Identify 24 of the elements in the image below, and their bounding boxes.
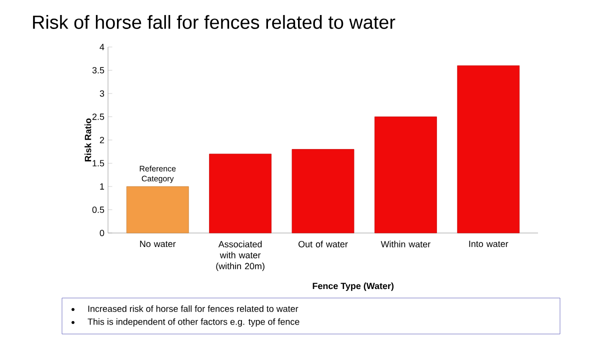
x-tick-label: Within water: [380, 240, 430, 248]
bar: [292, 149, 354, 234]
y-tick-label: 4: [100, 44, 104, 50]
bar: [374, 116, 437, 234]
x-tick-label: Into water: [469, 240, 508, 248]
x-tick-label: Out of water: [298, 240, 348, 248]
y-tick-label: 3.5: [92, 67, 104, 74]
x-tick-label: Associated with water (within 20m): [216, 240, 264, 272]
y-tick-label: 3: [100, 90, 104, 97]
bar: [126, 186, 189, 234]
y-tick-label: 0: [100, 230, 104, 236]
x-axis-title: Fence Type (Water): [312, 282, 394, 291]
y-tick-label: 1.5: [92, 160, 104, 166]
chart-title: Risk of horse fall for fences related to water: [33, 15, 396, 29]
bar: [457, 65, 520, 234]
y-tick-label: 2: [100, 136, 104, 144]
y-tick-label: 1: [100, 183, 104, 190]
y-tick-label: 0.5: [92, 206, 104, 213]
text: This is independent of other factors e.g. type of fence: [88, 318, 300, 327]
x-tick-label: No water: [140, 240, 176, 248]
y-axis-title: Risk Ratio: [84, 118, 92, 162]
text: Increased risk of horse fall for fences related to water: [88, 305, 298, 312]
y-tick-label: 2.5: [92, 114, 104, 120]
bar: [209, 154, 272, 234]
